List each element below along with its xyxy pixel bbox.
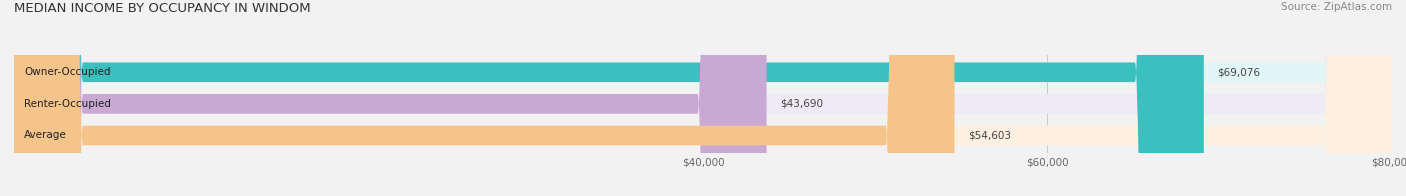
Text: Owner-Occupied: Owner-Occupied (24, 67, 111, 77)
Text: $43,690: $43,690 (780, 99, 824, 109)
FancyBboxPatch shape (14, 0, 1392, 196)
FancyBboxPatch shape (14, 0, 1392, 196)
FancyBboxPatch shape (14, 0, 1392, 196)
Text: Renter-Occupied: Renter-Occupied (24, 99, 111, 109)
FancyBboxPatch shape (14, 0, 955, 196)
Text: $69,076: $69,076 (1218, 67, 1261, 77)
Text: Source: ZipAtlas.com: Source: ZipAtlas.com (1281, 2, 1392, 12)
Text: Average: Average (24, 131, 67, 141)
Text: MEDIAN INCOME BY OCCUPANCY IN WINDOM: MEDIAN INCOME BY OCCUPANCY IN WINDOM (14, 2, 311, 15)
FancyBboxPatch shape (14, 0, 766, 196)
FancyBboxPatch shape (14, 0, 1204, 196)
Text: $54,603: $54,603 (969, 131, 1011, 141)
